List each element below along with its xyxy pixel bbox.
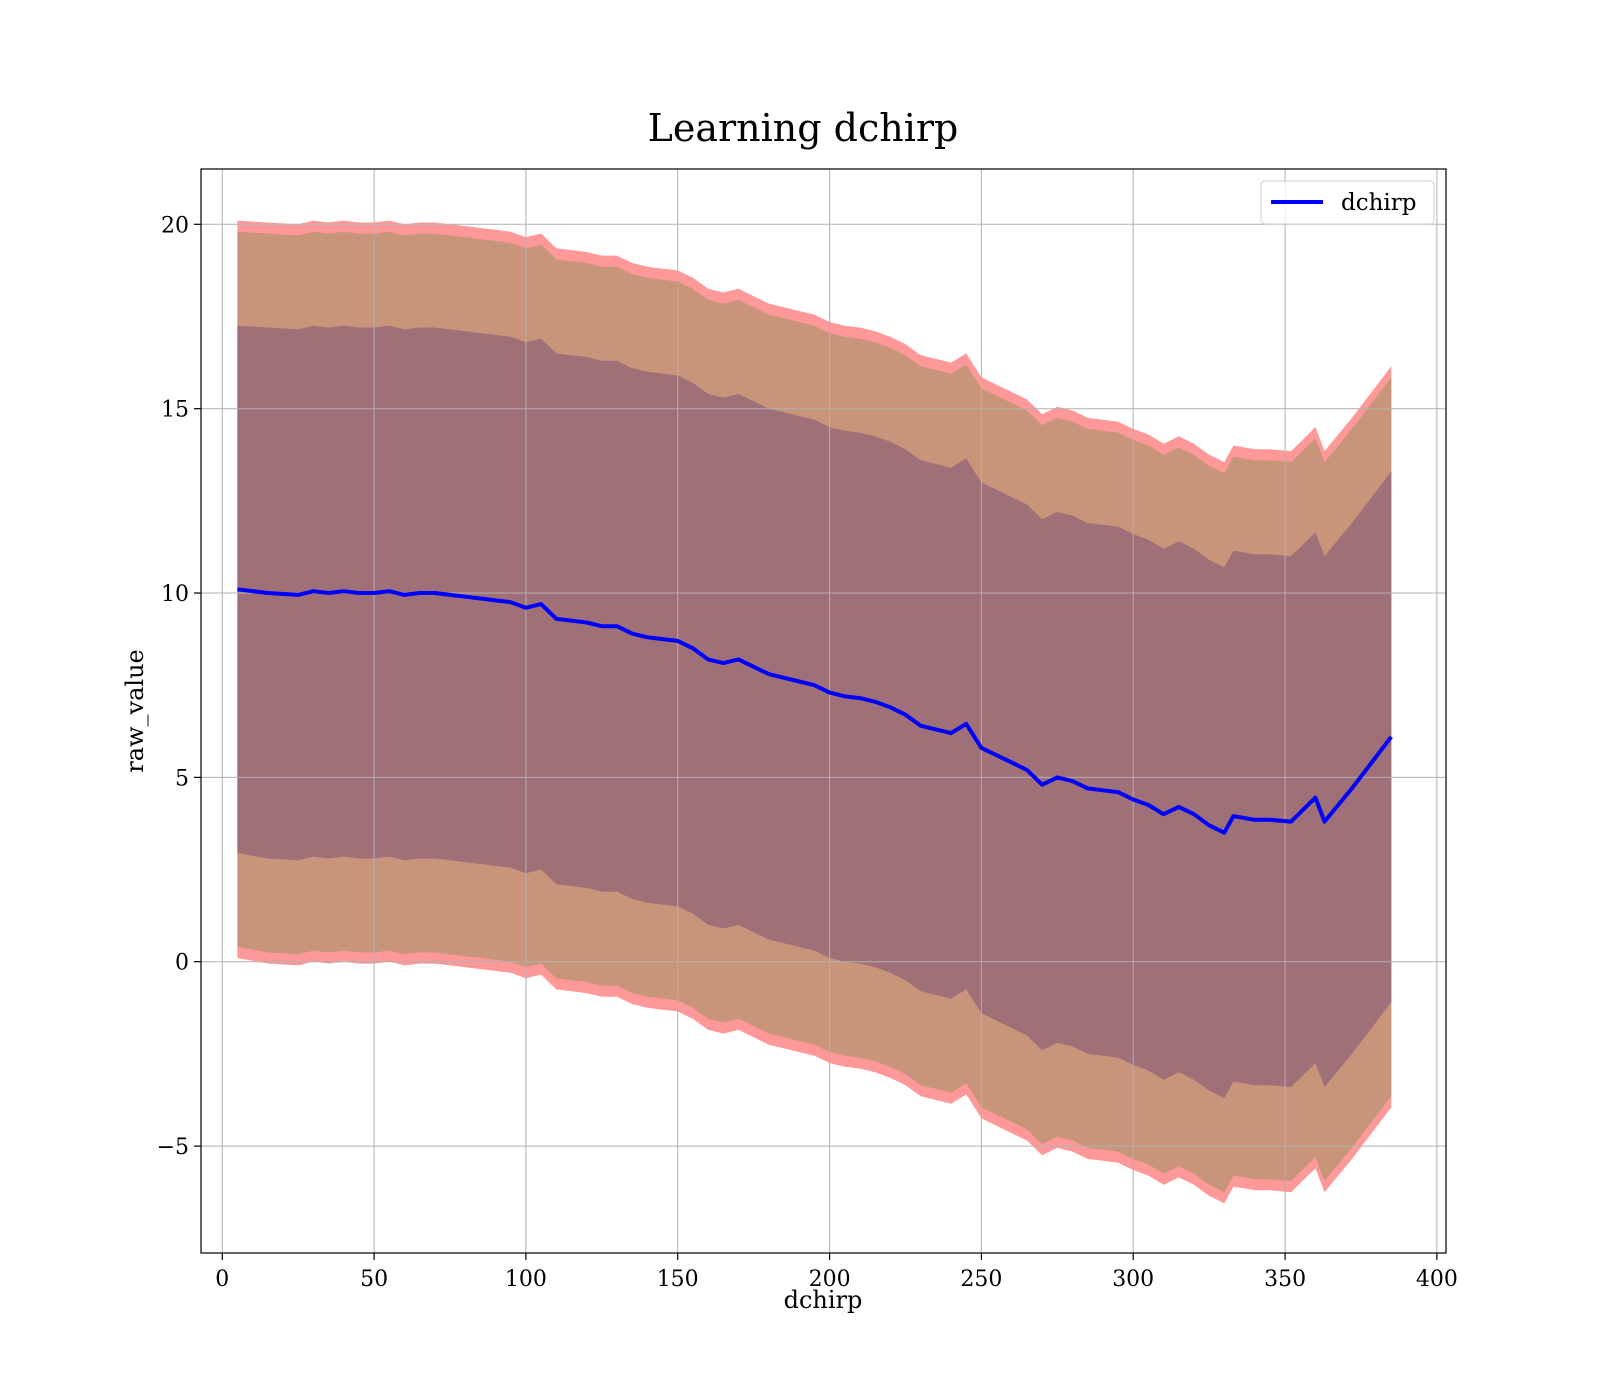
x-tick-label-200: 200	[809, 1267, 851, 1292]
x-axis-ticks: 0 50 100 150 200 250 300 350 400	[215, 1253, 1458, 1292]
y-tick-label-5: 5	[175, 766, 189, 791]
x-tick-label-350: 350	[1264, 1267, 1306, 1292]
y-tick-label-0: 0	[175, 951, 189, 976]
x-tick-label-300: 300	[1112, 1267, 1154, 1292]
legend-entry-dchirp: dchirp	[1341, 190, 1417, 216]
chart-title: Learning dchirp	[648, 106, 959, 150]
y-tick-label-15: 15	[161, 398, 189, 423]
x-axis-label: dchirp	[784, 1286, 863, 1314]
x-tick-label-400: 400	[1416, 1267, 1458, 1292]
y-tick-label-10: 10	[161, 582, 189, 607]
x-tick-label-150: 150	[657, 1267, 699, 1292]
series-line-dchirp	[237, 587, 1393, 835]
grid-lines	[201, 169, 1446, 1253]
legend: dchirp	[1260, 180, 1435, 225]
y-tick-label--5: −5	[157, 1135, 189, 1160]
x-tick-label-50: 50	[360, 1267, 388, 1292]
plot-frame	[200, 168, 1447, 1254]
y-axis-label: raw_value	[121, 649, 149, 773]
legend-box	[1260, 180, 1435, 225]
x-tick-label-0: 0	[215, 1267, 229, 1292]
y-axis-ticks: −5 0 5 10 15 20	[157, 213, 201, 1160]
series-lines	[237, 587, 1393, 835]
x-tick-label-100: 100	[505, 1267, 547, 1292]
x-tick-label-250: 250	[960, 1267, 1002, 1292]
y-tick-label-20: 20	[161, 213, 189, 238]
